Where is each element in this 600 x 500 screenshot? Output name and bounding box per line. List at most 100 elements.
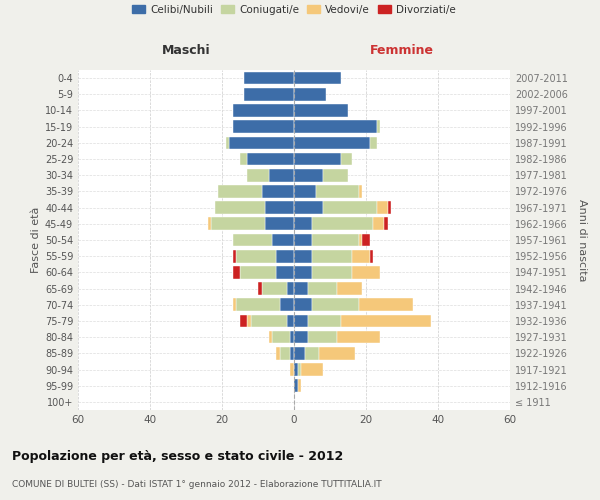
Bar	[337, 331, 380, 344]
Bar	[294, 234, 312, 246]
Bar	[294, 266, 312, 278]
Bar	[294, 331, 308, 344]
Bar	[287, 314, 294, 328]
Bar	[294, 120, 377, 133]
Bar	[290, 347, 294, 360]
Bar	[276, 347, 280, 360]
Bar	[294, 185, 316, 198]
Bar	[294, 152, 341, 166]
Bar	[359, 185, 362, 198]
Bar	[294, 136, 370, 149]
Bar	[323, 169, 348, 181]
Bar	[247, 169, 269, 181]
Bar	[294, 363, 298, 376]
Bar	[370, 136, 377, 149]
Bar	[388, 202, 391, 214]
Bar	[308, 282, 337, 295]
Bar	[272, 331, 290, 344]
Bar	[240, 314, 247, 328]
Bar	[312, 298, 359, 311]
Bar	[265, 202, 294, 214]
Bar	[384, 218, 388, 230]
Bar	[269, 169, 294, 181]
Bar	[337, 282, 362, 295]
Bar	[233, 120, 294, 133]
Bar	[290, 331, 294, 344]
Bar	[251, 314, 287, 328]
Bar	[262, 282, 287, 295]
Bar	[218, 185, 262, 198]
Bar	[236, 250, 276, 262]
Bar	[247, 314, 251, 328]
Bar	[370, 250, 373, 262]
Bar	[377, 202, 388, 214]
Text: COMUNE DI BULTEI (SS) - Dati ISTAT 1° gennaio 2012 - Elaborazione TUTTITALIA.IT: COMUNE DI BULTEI (SS) - Dati ISTAT 1° ge…	[12, 480, 382, 489]
Bar	[319, 347, 355, 360]
Bar	[244, 72, 294, 85]
Bar	[341, 314, 431, 328]
Bar	[294, 298, 312, 311]
Bar	[312, 250, 352, 262]
Bar	[226, 136, 229, 149]
Bar	[247, 152, 294, 166]
Bar	[305, 347, 319, 360]
Bar	[294, 169, 323, 181]
Bar	[359, 234, 362, 246]
Bar	[287, 282, 294, 295]
Y-axis label: Fasce di età: Fasce di età	[31, 207, 41, 273]
Bar	[341, 152, 352, 166]
Bar	[294, 104, 348, 117]
Bar	[229, 136, 294, 149]
Bar	[308, 331, 337, 344]
Bar	[308, 314, 341, 328]
Bar	[312, 234, 359, 246]
Bar	[233, 250, 236, 262]
Bar	[352, 266, 380, 278]
Bar	[240, 152, 247, 166]
Bar	[294, 250, 312, 262]
Bar	[362, 234, 370, 246]
Bar	[290, 363, 294, 376]
Legend: Celibi/Nubili, Coniugati/e, Vedovi/e, Divorziati/e: Celibi/Nubili, Coniugati/e, Vedovi/e, Di…	[128, 0, 460, 18]
Bar	[294, 218, 312, 230]
Bar	[294, 88, 326, 101]
Bar	[208, 218, 211, 230]
Bar	[294, 380, 298, 392]
Bar	[312, 266, 352, 278]
Bar	[236, 298, 280, 311]
Bar	[352, 250, 370, 262]
Bar	[316, 185, 359, 198]
Bar	[294, 202, 323, 214]
Bar	[276, 250, 294, 262]
Bar	[301, 363, 323, 376]
Text: Maschi: Maschi	[161, 44, 211, 57]
Bar	[265, 218, 294, 230]
Bar	[359, 298, 413, 311]
Bar	[258, 282, 262, 295]
Bar	[272, 234, 294, 246]
Bar	[373, 218, 384, 230]
Bar	[298, 380, 301, 392]
Bar	[294, 314, 308, 328]
Bar	[262, 185, 294, 198]
Bar	[377, 120, 380, 133]
Bar	[312, 218, 373, 230]
Bar	[280, 347, 290, 360]
Bar	[244, 88, 294, 101]
Bar	[215, 202, 265, 214]
Bar	[233, 266, 240, 278]
Bar	[298, 363, 301, 376]
Text: Femmine: Femmine	[370, 44, 434, 57]
Bar	[276, 266, 294, 278]
Bar	[294, 282, 308, 295]
Bar	[280, 298, 294, 311]
Bar	[233, 234, 272, 246]
Y-axis label: Anni di nascita: Anni di nascita	[577, 198, 587, 281]
Bar	[269, 331, 272, 344]
Bar	[294, 347, 305, 360]
Bar	[240, 266, 276, 278]
Bar	[233, 298, 236, 311]
Text: Popolazione per età, sesso e stato civile - 2012: Popolazione per età, sesso e stato civil…	[12, 450, 343, 463]
Bar	[294, 72, 341, 85]
Bar	[323, 202, 377, 214]
